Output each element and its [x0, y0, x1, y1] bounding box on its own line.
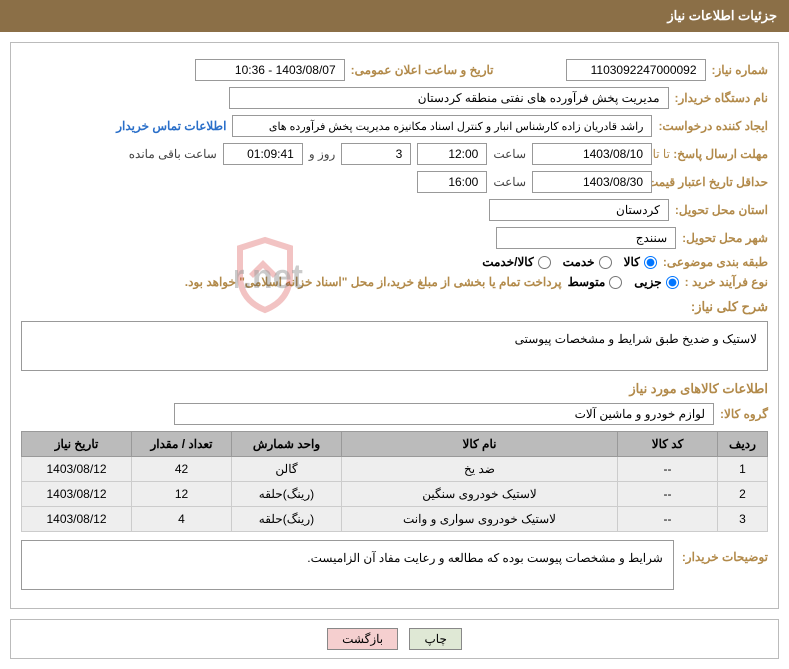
th-qty: تعداد / مقدار	[132, 432, 232, 457]
pay-note: پرداخت تمام یا بخشی از مبلغ خرید،از محل …	[185, 275, 562, 289]
need-no-value: 1103092247000092	[566, 59, 706, 81]
table-row: 2--لاستیک خودروی سنگین(رینگ)حلقه121403/0…	[22, 482, 768, 507]
need-no-label: شماره نیاز:	[712, 63, 768, 77]
table-cell: 1	[718, 457, 768, 482]
days-count: 3	[341, 143, 411, 165]
radio-service-input[interactable]	[599, 256, 612, 269]
table-cell: 12	[132, 482, 232, 507]
table-cell: 1403/08/12	[22, 482, 132, 507]
city-label: شهر محل تحویل:	[682, 231, 768, 245]
back-button[interactable]: بازگشت	[327, 628, 398, 650]
radio-both[interactable]: کالا/خدمت	[482, 255, 550, 269]
table-cell: 3	[718, 507, 768, 532]
quote-min-label: حداقل تاریخ اعتبار قیمت: تا تاریخ:	[658, 175, 768, 189]
radio-minor-input[interactable]	[666, 276, 679, 289]
buyer-org-value: مدیریت پخش فرآورده های نفتی منطقه کردستا…	[229, 87, 669, 109]
process-label: نوع فرآیند خرید :	[685, 275, 768, 289]
details-panel: شماره نیاز: 1103092247000092 تاریخ و ساع…	[10, 42, 779, 609]
table-row: 1--ضد یخگالن421403/08/12	[22, 457, 768, 482]
reply-deadline-label: مهلت ارسال پاسخ: تا تاریخ:	[658, 147, 768, 161]
buyer-org-label: نام دستگاه خریدار:	[675, 91, 769, 105]
radio-both-input[interactable]	[538, 256, 551, 269]
days-and: روز و	[309, 147, 336, 161]
items-section-title: اطلاعات کالاهای مورد نیاز	[21, 381, 768, 397]
button-bar: چاپ بازگشت	[10, 619, 779, 659]
city-value: سنندج	[496, 227, 676, 249]
requester-label: ایجاد کننده درخواست:	[658, 119, 768, 133]
buyer-contact-link[interactable]: اطلاعات تماس خریدار	[116, 119, 226, 133]
requester-value: راشد قادریان زاده کارشناس انبار و کنترل …	[232, 115, 652, 137]
desc-label: شرح کلی نیاز:	[21, 299, 768, 315]
radio-goods[interactable]: کالا	[624, 255, 657, 269]
table-cell: 4	[132, 507, 232, 532]
category-radio-group: کالا خدمت کالا/خدمت	[482, 255, 657, 269]
quote-time: 16:00	[417, 171, 487, 193]
table-cell: 2	[718, 482, 768, 507]
remarks-text: شرایط و مشخصات پیوست بوده که مطالعه و رع…	[21, 540, 674, 590]
desc-text: لاستیک و ضدیخ طبق شرایط و مشخصات پیوستی	[21, 321, 768, 371]
hours-suffix: ساعت باقی مانده	[129, 147, 217, 161]
table-cell: (رینگ)حلقه	[232, 482, 342, 507]
province-value: کردستان	[489, 199, 669, 221]
radio-service[interactable]: خدمت	[563, 255, 612, 269]
radio-minor[interactable]: جزیی	[634, 275, 678, 289]
radio-medium-input[interactable]	[609, 276, 622, 289]
reply-date: 1403/08/10	[532, 143, 652, 165]
reply-time: 12:00	[417, 143, 487, 165]
quote-date: 1403/08/30	[532, 171, 652, 193]
th-name: نام کالا	[342, 432, 618, 457]
process-radio-group: جزیی متوسط	[568, 275, 679, 289]
time-label-2: ساعت	[493, 175, 526, 189]
th-date: تاریخ نیاز	[22, 432, 132, 457]
remarks-label: توضیحات خریدار:	[682, 540, 768, 564]
table-cell: گالن	[232, 457, 342, 482]
th-row: ردیف	[718, 432, 768, 457]
title-bar: جزئیات اطلاعات نیاز	[0, 0, 789, 32]
print-button[interactable]: چاپ	[409, 628, 461, 650]
group-value: لوازم خودرو و ماشین آلات	[174, 403, 714, 425]
th-code: کد کالا	[618, 432, 718, 457]
announce-value: 1403/08/07 - 10:36	[195, 59, 345, 81]
items-table: ردیف کد کالا نام کالا واحد شمارش تعداد /…	[21, 431, 768, 532]
announce-label: تاریخ و ساعت اعلان عمومی:	[351, 63, 494, 77]
time-label-1: ساعت	[493, 147, 526, 161]
group-label: گروه کالا:	[720, 407, 768, 421]
radio-medium[interactable]: متوسط	[568, 275, 623, 289]
table-cell: ضد یخ	[342, 457, 618, 482]
province-label: استان محل تحویل:	[675, 203, 768, 217]
table-cell: 1403/08/12	[22, 507, 132, 532]
table-cell: لاستیک خودروی سواری و وانت	[342, 507, 618, 532]
table-cell: 1403/08/12	[22, 457, 132, 482]
hours-left: 01:09:41	[223, 143, 303, 165]
table-cell: لاستیک خودروی سنگین	[342, 482, 618, 507]
table-cell: --	[618, 457, 718, 482]
table-cell: 42	[132, 457, 232, 482]
table-cell: (رینگ)حلقه	[232, 507, 342, 532]
category-label: طبقه بندی موضوعی:	[663, 255, 768, 269]
radio-goods-input[interactable]	[644, 256, 657, 269]
table-cell: --	[618, 482, 718, 507]
table-row: 3--لاستیک خودروی سواری و وانت(رینگ)حلقه4…	[22, 507, 768, 532]
th-unit: واحد شمارش	[232, 432, 342, 457]
table-cell: --	[618, 507, 718, 532]
